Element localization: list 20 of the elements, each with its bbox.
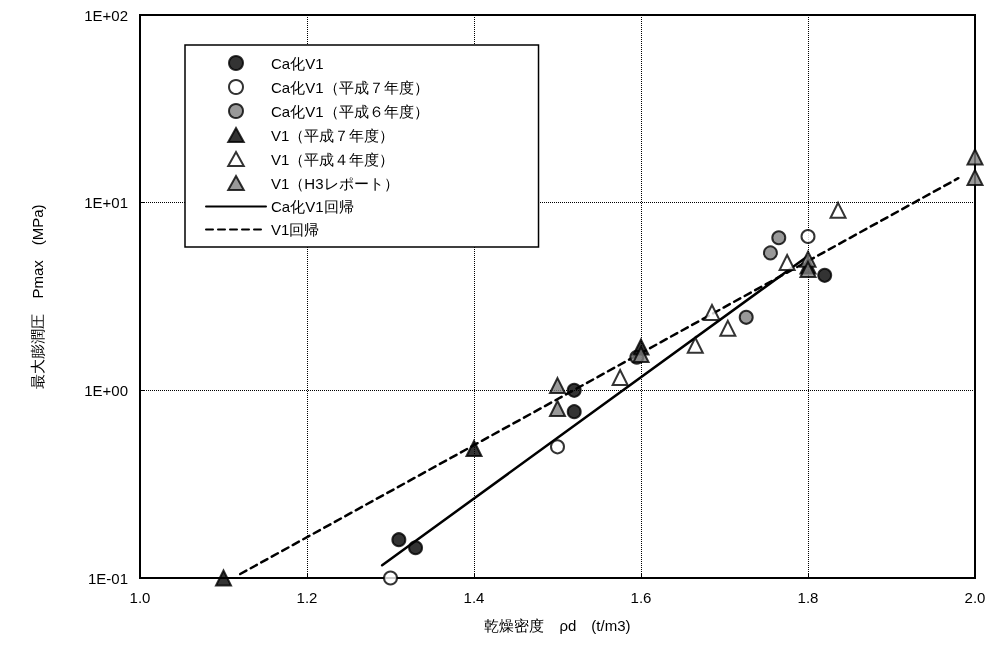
y-tick-label: 1E+01: [84, 194, 128, 212]
x-tick-label: 1.0: [129, 589, 151, 606]
legend-label: V1（平成４年度）: [271, 150, 395, 168]
x-tick-label: 1.8: [797, 589, 819, 606]
y-axis-title: 最大膨潤圧 Pmax (MPa): [29, 204, 46, 389]
legend-label: Ca化V1（平成６年度）: [271, 102, 429, 120]
x-tick-label: 1.2: [296, 589, 318, 606]
x-tick-label: 2.0: [964, 589, 986, 606]
legend-label: V1（平成７年度）: [271, 126, 395, 144]
y-tick-label: 1E-01: [87, 569, 128, 587]
legend-label: V1回帰: [271, 221, 320, 238]
legend-label: Ca化V1（平成７年度）: [271, 78, 429, 96]
y-tick-label: 1E+02: [84, 6, 128, 24]
x-tick-label: 1.6: [630, 589, 652, 606]
x-tick-label: 1.4: [463, 589, 485, 606]
x-axis-title: 乾燥密度 ρd (t/m3): [484, 617, 631, 634]
legend-label: Ca化V1回帰: [271, 198, 354, 215]
y-tick-label: 1E+00: [84, 381, 128, 399]
legend-label: Ca化V1: [271, 54, 324, 72]
legend-label: V1（H3レポート）: [271, 174, 399, 192]
